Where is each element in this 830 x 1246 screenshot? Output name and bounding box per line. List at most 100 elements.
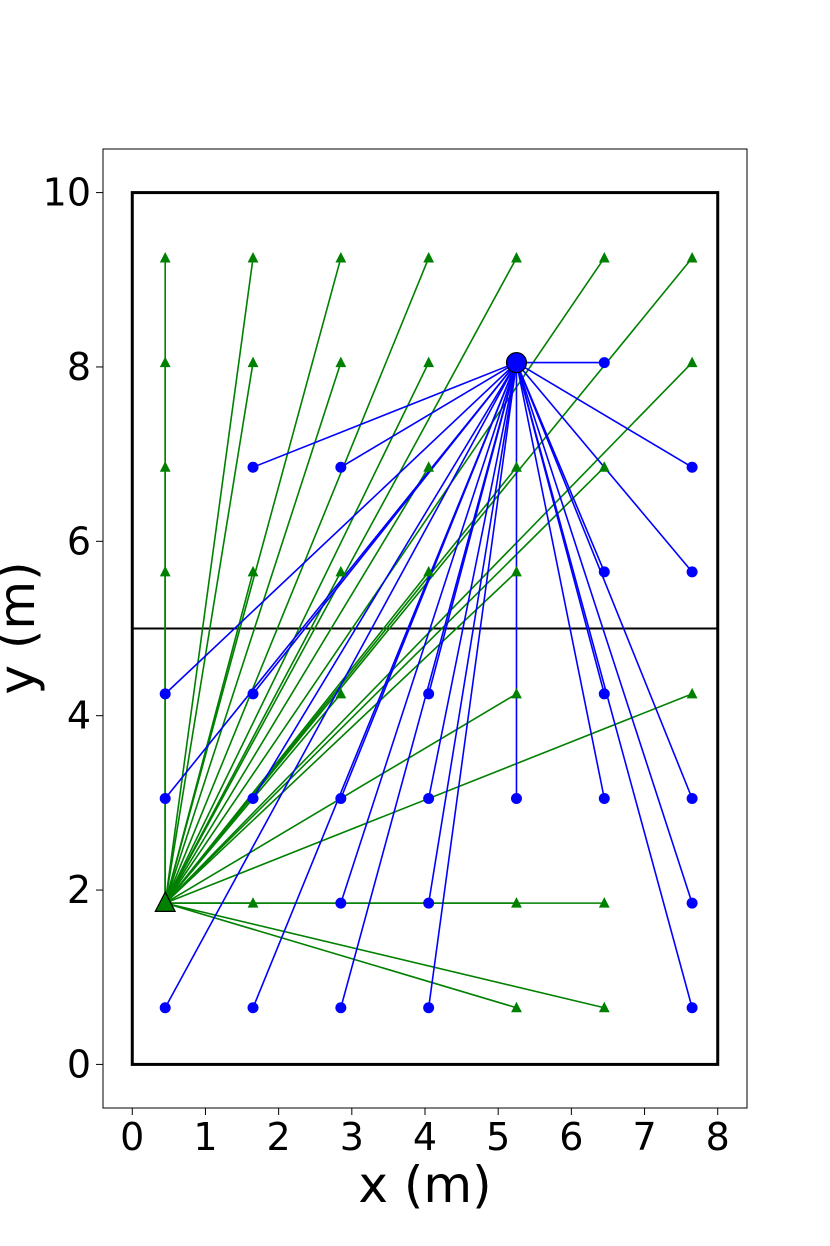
link-line [164, 902, 517, 1009]
x-tick-label: 0 [120, 1115, 144, 1159]
triangle-point [511, 251, 522, 263]
link-line [427, 362, 518, 1008]
y-tick-label: 10 [43, 171, 91, 215]
circle-point [335, 793, 347, 805]
triangle-point [511, 687, 522, 699]
link-line [515, 362, 606, 799]
triangle-point [159, 251, 171, 263]
y-tick-label: 0 [67, 1042, 91, 1086]
link-line [516, 361, 693, 468]
link-line [164, 362, 518, 1009]
link-line [164, 571, 518, 904]
link-line [252, 362, 518, 799]
circle-point [423, 793, 435, 805]
triangle-point [335, 251, 347, 263]
link-line [164, 571, 342, 904]
triangle-point [335, 687, 347, 699]
link-line [164, 257, 254, 904]
plot-area: 0 1 2 3 4 5 6 7 8 0 2 4 6 8 10 [43, 148, 748, 1159]
link-line [165, 902, 605, 1009]
triangle-point [511, 897, 522, 908]
triangle-point [159, 356, 171, 368]
x-tick-label: 8 [706, 1115, 730, 1159]
circle-point [598, 566, 610, 578]
circle-point [159, 1002, 171, 1014]
circle-point [686, 897, 698, 909]
triangle-point [598, 251, 610, 263]
triangle-point [247, 565, 259, 577]
triangle-point [159, 461, 171, 472]
circle-point [686, 461, 698, 473]
x-tick-label: 7 [632, 1115, 656, 1159]
y-tick-label: 4 [67, 694, 91, 738]
triangle-point [335, 356, 347, 368]
triangle-point [511, 1001, 522, 1013]
circle-point [335, 461, 347, 473]
circle-point [159, 793, 171, 805]
circle-point [159, 688, 171, 700]
link-line [164, 362, 518, 800]
link-line [164, 571, 430, 904]
circle-point [247, 1002, 259, 1014]
link-line [515, 362, 693, 799]
circle-point [686, 1002, 698, 1014]
y-axis-label: y (m) [0, 561, 46, 694]
triangle-hub [154, 890, 177, 912]
triangle-point [511, 565, 522, 577]
link-line [252, 362, 518, 1009]
circle-point [335, 1002, 347, 1014]
triangle-point [247, 897, 259, 908]
circle-point [598, 357, 610, 369]
link-line [164, 257, 430, 904]
link-line [340, 361, 517, 468]
triangle-point [159, 565, 171, 577]
y-tick-label: 2 [67, 868, 91, 912]
circle-point [598, 688, 610, 700]
circle-point [423, 688, 435, 700]
circle-point [247, 461, 259, 473]
triangle-point [598, 1001, 610, 1013]
triangle-point [423, 565, 435, 577]
triangle-point [423, 356, 435, 368]
triangle-point [686, 356, 698, 368]
x-tick-label: 1 [193, 1115, 217, 1159]
triangle-point [686, 687, 698, 699]
link-line [164, 362, 430, 904]
link-line [340, 362, 518, 1008]
triangle-point [423, 461, 435, 472]
link-line [427, 362, 518, 904]
link-line [164, 362, 254, 904]
link-line [427, 362, 518, 799]
link-line [164, 362, 518, 695]
link-line [515, 362, 693, 904]
circle-hub [505, 351, 528, 374]
link-line [252, 361, 517, 468]
circle-point [247, 688, 259, 700]
circle-point [423, 1002, 435, 1014]
triangle-point [247, 251, 259, 263]
triangle-point [247, 356, 259, 368]
link-line [164, 571, 254, 904]
x-tick-label: 5 [486, 1115, 510, 1159]
x-axis-label: x (m) [358, 1156, 491, 1214]
triangle-point [598, 897, 610, 908]
triangle-point [335, 565, 347, 577]
y-tick-label: 8 [67, 345, 91, 389]
triangle-point [511, 461, 522, 472]
circle-point [686, 793, 698, 805]
x-tick-label: 6 [559, 1115, 583, 1159]
triangle-point [423, 251, 435, 263]
link-line [340, 362, 518, 904]
circle-point [510, 793, 522, 805]
link-line [164, 466, 430, 904]
x-tick-label: 4 [413, 1115, 437, 1159]
y-tick-label: 6 [67, 519, 91, 563]
circle-point [335, 897, 347, 909]
circle-point [598, 793, 610, 805]
triangle-point [686, 251, 698, 263]
x-tick-label: 3 [340, 1115, 364, 1159]
link-line [515, 362, 693, 1008]
triangle-point [598, 461, 610, 472]
link-line [164, 362, 342, 904]
